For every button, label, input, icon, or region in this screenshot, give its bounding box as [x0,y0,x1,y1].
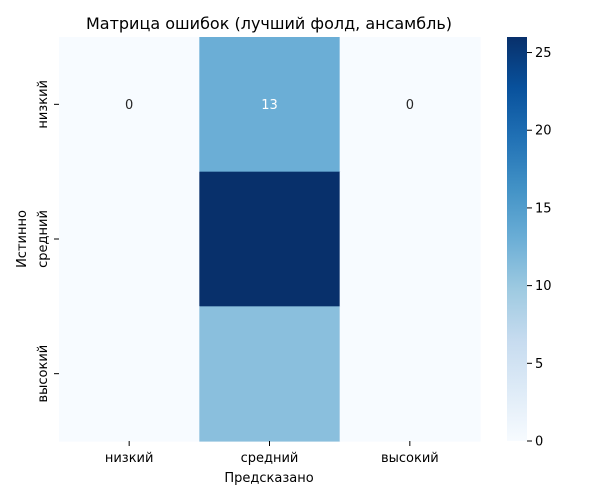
x-axis-ticks: низкий средний высокий [105,441,439,466]
colorbar-tick-label: 25 [535,46,552,61]
heatmap-cell-r2-c0 [59,306,200,442]
heatmap-cell-labels: 0 13 0 [125,98,414,113]
y-axis-label: Истинно [15,210,30,268]
colorbar-tick-label: 5 [535,357,543,372]
y-tick-label: средний [36,210,51,268]
colorbar-tick-label: 15 [535,201,552,216]
x-tick-label: низкий [105,451,154,466]
heatmap-cell-r0-c2 [339,37,481,173]
y-tick-label: высокий [36,345,51,403]
colorbar-tick-label: 20 [535,124,552,139]
heatmap-cell-r0-c0 [59,37,200,173]
heatmap-cells [59,37,481,442]
x-tick-label: высокий [381,451,439,466]
colorbar-tick-label: 10 [535,279,552,294]
cell-value-label-r0-c2: 0 [406,98,414,113]
x-tick-label: средний [241,451,299,466]
heatmap-cell-r0-c1 [199,37,341,173]
heatmap-cell-r1-c0 [59,171,200,307]
heatmap-cell-r1-c2 [339,171,481,307]
colorbar: 0 5 10 15 20 25 [507,37,552,450]
colorbar-tick-label: 0 [535,435,543,450]
colorbar-gradient [507,37,527,441]
y-axis-ticks: низкий средний высокий [36,80,59,403]
chart-title: Матрица ошибок (лучший фолд, ансамбль) [86,14,452,33]
y-tick-label: низкий [36,80,51,129]
x-axis-label: Предсказано [224,471,313,486]
heatmap-cell-r2-c1 [199,306,341,442]
heatmap-cell-r2-c2 [339,306,481,442]
colorbar-ticks: 0 5 10 15 20 25 [527,46,552,450]
heatmap-cell-r1-c1 [199,171,341,307]
cell-value-label-r0-c0: 0 [125,98,133,113]
cell-value-label-r0-c1: 13 [261,98,278,113]
